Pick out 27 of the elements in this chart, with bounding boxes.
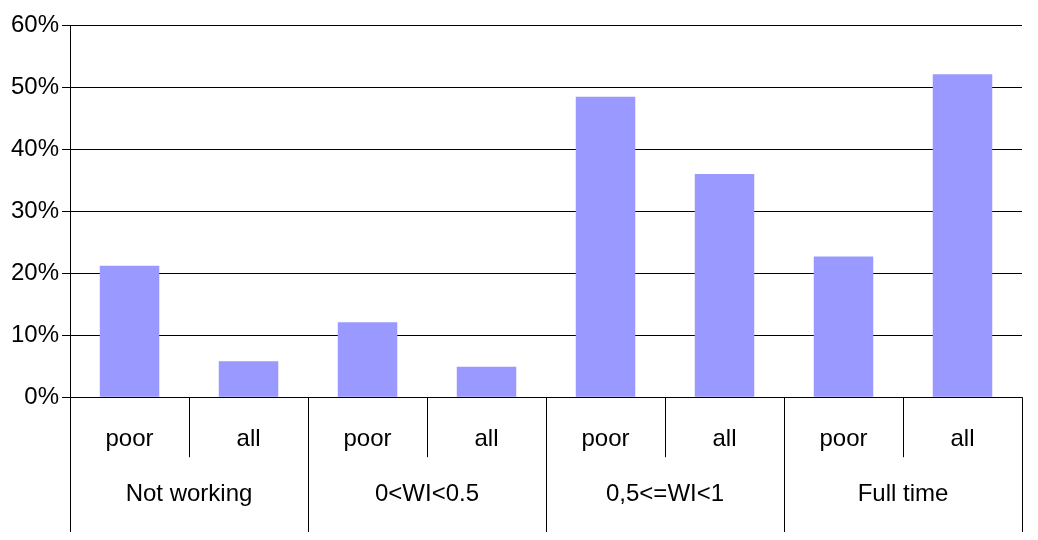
bar bbox=[694, 174, 755, 397]
text: 0,5<=WI<1 bbox=[605, 478, 725, 506]
bar bbox=[575, 96, 636, 397]
x-tick-label: all bbox=[950, 424, 975, 452]
x-tick-label: poor bbox=[343, 424, 392, 452]
bar bbox=[932, 74, 993, 397]
x-tick-label: all bbox=[236, 424, 261, 452]
x-tick-label: poor bbox=[819, 424, 868, 452]
bar bbox=[813, 256, 874, 397]
bar bbox=[99, 265, 160, 397]
bar bbox=[337, 322, 398, 397]
x-tick-label: all bbox=[474, 424, 499, 452]
x-tick-label: all bbox=[712, 424, 737, 452]
text: Full time bbox=[857, 478, 949, 506]
x-tick-label: poor bbox=[105, 424, 154, 452]
bar bbox=[456, 366, 517, 397]
y-tick-label: 50% bbox=[10, 71, 60, 99]
y-tick-label: 0% bbox=[24, 381, 60, 409]
text: Not working bbox=[125, 478, 253, 506]
x-tick-label: poor bbox=[581, 424, 630, 452]
y-tick-label: 30% bbox=[10, 195, 60, 223]
y-tick-label: 40% bbox=[10, 133, 60, 161]
text: 0<WI<0.5 bbox=[374, 478, 480, 506]
y-tick-label: 60% bbox=[10, 10, 60, 38]
y-tick-label: 10% bbox=[10, 319, 60, 347]
bar bbox=[218, 361, 279, 397]
y-tick-label: 20% bbox=[10, 257, 60, 285]
